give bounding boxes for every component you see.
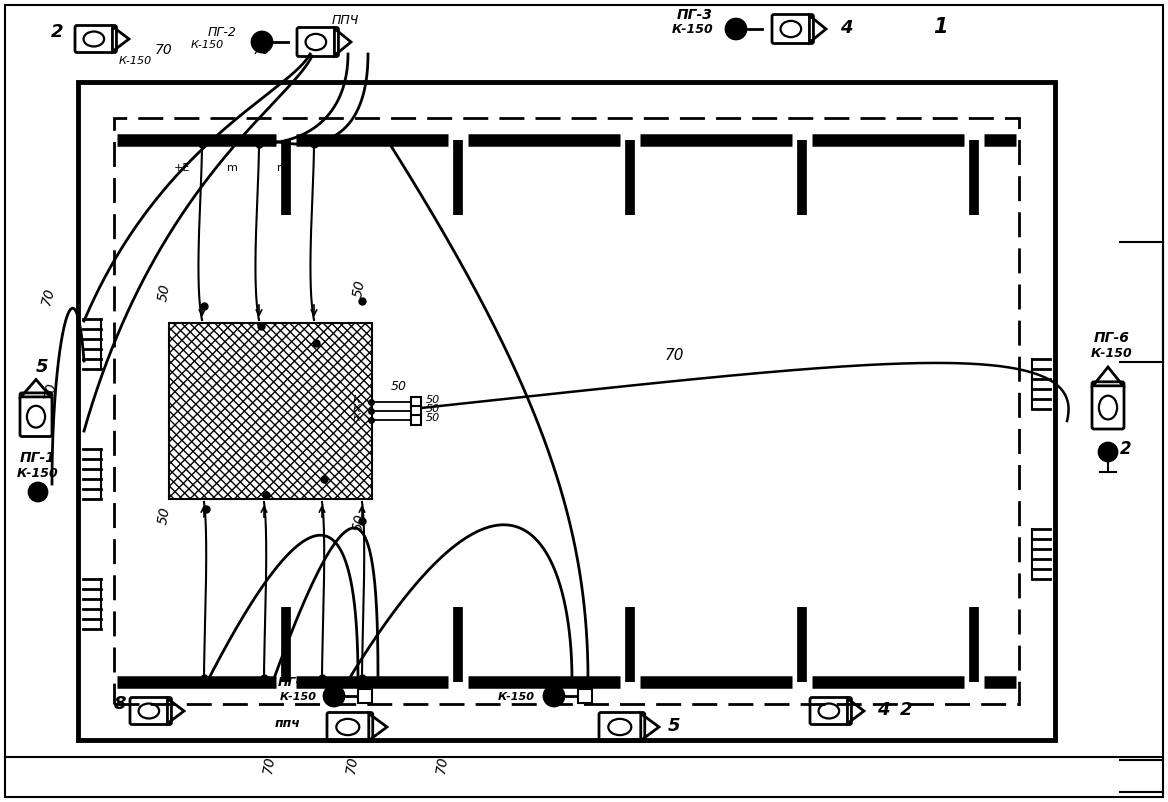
Text: ПГ-8: ПГ-8 <box>503 676 536 689</box>
Circle shape <box>1099 443 1117 461</box>
Text: 4: 4 <box>840 19 853 37</box>
Text: 2: 2 <box>901 701 912 719</box>
Text: 70: 70 <box>433 755 450 775</box>
Text: 5: 5 <box>668 717 681 735</box>
Text: ПГ-3: ПГ-3 <box>677 8 712 22</box>
Text: К-150: К-150 <box>190 40 223 50</box>
Bar <box>578 689 592 703</box>
Text: ПГ-10: ПГ-10 <box>277 676 319 689</box>
Circle shape <box>726 19 746 39</box>
Circle shape <box>544 686 564 706</box>
Text: ПГ-1: ПГ-1 <box>20 451 56 465</box>
Text: К: К <box>353 395 361 405</box>
Text: 50: 50 <box>391 380 406 394</box>
Text: 5: 5 <box>36 358 48 376</box>
Text: 50: 50 <box>426 404 440 414</box>
Text: 1: 1 <box>933 17 947 37</box>
Circle shape <box>29 483 47 501</box>
Bar <box>169 323 371 499</box>
Bar <box>359 689 371 703</box>
Text: 70: 70 <box>155 43 173 57</box>
Text: К: К <box>353 404 361 414</box>
Text: +E: +E <box>174 163 190 173</box>
Bar <box>78 82 1055 740</box>
Text: 50: 50 <box>426 413 440 423</box>
Text: К-150: К-150 <box>498 692 535 702</box>
Circle shape <box>324 686 345 706</box>
Text: К: К <box>353 413 361 423</box>
Text: 70: 70 <box>343 755 360 775</box>
Bar <box>411 397 420 407</box>
Bar <box>411 415 420 425</box>
Text: ПГ-2: ПГ-2 <box>208 26 236 39</box>
Text: 4: 4 <box>877 701 890 719</box>
Text: 70: 70 <box>42 381 58 401</box>
Text: 70: 70 <box>665 349 683 363</box>
Text: 70: 70 <box>39 286 57 306</box>
Text: К-150: К-150 <box>18 467 58 480</box>
Circle shape <box>252 32 272 52</box>
Text: m: m <box>227 163 237 173</box>
Text: 50: 50 <box>350 279 368 299</box>
Text: 50: 50 <box>350 513 368 533</box>
Text: 70: 70 <box>253 43 271 57</box>
Text: ПГ-6: ПГ-6 <box>1094 331 1129 345</box>
Text: 2: 2 <box>1120 440 1132 458</box>
Text: 50: 50 <box>155 506 173 526</box>
Bar <box>169 323 371 499</box>
Text: 8: 8 <box>113 695 126 713</box>
Text: m: m <box>277 163 287 173</box>
Text: 2: 2 <box>50 23 63 41</box>
Text: К-150: К-150 <box>119 56 152 66</box>
Text: К-150: К-150 <box>672 23 714 36</box>
Text: ППЧ: ППЧ <box>332 14 359 27</box>
Text: 50: 50 <box>155 283 173 303</box>
Text: 50: 50 <box>426 395 440 405</box>
Text: ппч: ппч <box>274 717 301 730</box>
Bar <box>114 118 1018 704</box>
Text: К-150: К-150 <box>1091 347 1133 360</box>
Bar <box>411 406 420 416</box>
Text: К-150: К-150 <box>279 692 317 702</box>
Text: 70: 70 <box>260 755 277 775</box>
